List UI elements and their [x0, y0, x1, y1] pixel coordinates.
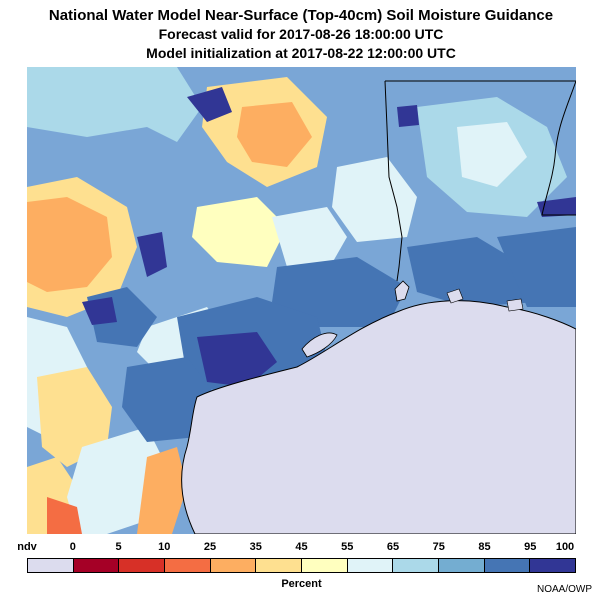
moisture-region — [272, 257, 407, 327]
moisture-region — [457, 122, 527, 187]
moisture-region — [537, 197, 576, 217]
moisture-region — [82, 297, 117, 325]
moisture-region — [187, 87, 232, 122]
legend-color-bar — [27, 558, 576, 573]
moisture-region — [47, 497, 82, 534]
map-title-block: National Water Model Near-Surface (Top-4… — [0, 6, 602, 63]
state-border — [541, 80, 576, 216]
legend-swatch — [28, 559, 74, 572]
legend-tick-label: 65 — [386, 541, 400, 553]
moisture-region — [27, 67, 202, 142]
moisture-region — [332, 157, 417, 242]
legend-swatch — [484, 559, 531, 572]
soil-moisture-map — [27, 67, 576, 534]
legend-tick-label: 100 — [555, 541, 575, 553]
color-legend: ndv 0 5 10 25 35 45 55 65 75 85 95 100 P… — [17, 541, 576, 596]
forecast-valid-time: Forecast valid for 2017-08-26 18:00:00 U… — [158, 26, 444, 42]
coastal-lake — [446, 288, 464, 304]
moisture-region — [137, 232, 167, 277]
coastal-lake — [506, 298, 524, 312]
legend-tick-label: 85 — [478, 541, 491, 553]
legend-swatch — [530, 559, 576, 572]
legend-tick-label: 25 — [203, 541, 217, 553]
legend-tick-label: 95 — [524, 541, 537, 553]
legend-tick-label: 35 — [249, 541, 262, 553]
sabine-lake — [394, 280, 410, 302]
moisture-region — [37, 367, 112, 467]
legend-tick-label: 10 — [158, 541, 171, 553]
legend-tick-label: 0 — [69, 541, 76, 553]
legend-unit-label: Percent — [281, 578, 322, 590]
moisture-region — [397, 105, 419, 127]
legend-tick-label: 75 — [432, 541, 445, 553]
legend-swatch — [73, 559, 120, 572]
gulf-of-mexico — [181, 300, 576, 534]
moisture-region — [192, 197, 287, 267]
legend-swatch — [119, 559, 166, 572]
legend-tick-row: ndv 0 5 10 25 35 45 55 65 75 85 95 100 — [17, 541, 576, 557]
moisture-region — [237, 102, 312, 167]
legend-tick-label: 45 — [295, 541, 308, 553]
legend-tick-label: ndv — [17, 541, 37, 553]
moisture-region — [272, 207, 347, 272]
legend-swatch — [165, 559, 211, 572]
moisture-region — [197, 332, 277, 387]
moisture-region — [497, 227, 576, 307]
legend-tick-label: 55 — [341, 541, 354, 553]
legend-swatch — [210, 559, 257, 572]
state-border — [384, 80, 403, 282]
legend-swatch — [347, 559, 394, 572]
moisture-region — [137, 447, 187, 534]
credit-text: NOAA/OWP — [536, 584, 592, 595]
moisture-region — [27, 197, 112, 292]
map-title: National Water Model Near-Surface (Top-4… — [48, 7, 554, 24]
legend-swatch — [393, 559, 440, 572]
legend-tick-label: 5 — [115, 541, 122, 553]
galveston-bay — [301, 332, 338, 358]
legend-swatch — [256, 559, 303, 572]
model-init-time: Model initialization at 2017-08-22 12:00… — [146, 45, 456, 61]
soil-moisture-raster — [27, 67, 576, 534]
legend-swatch — [439, 559, 485, 572]
legend-swatch — [302, 559, 348, 572]
